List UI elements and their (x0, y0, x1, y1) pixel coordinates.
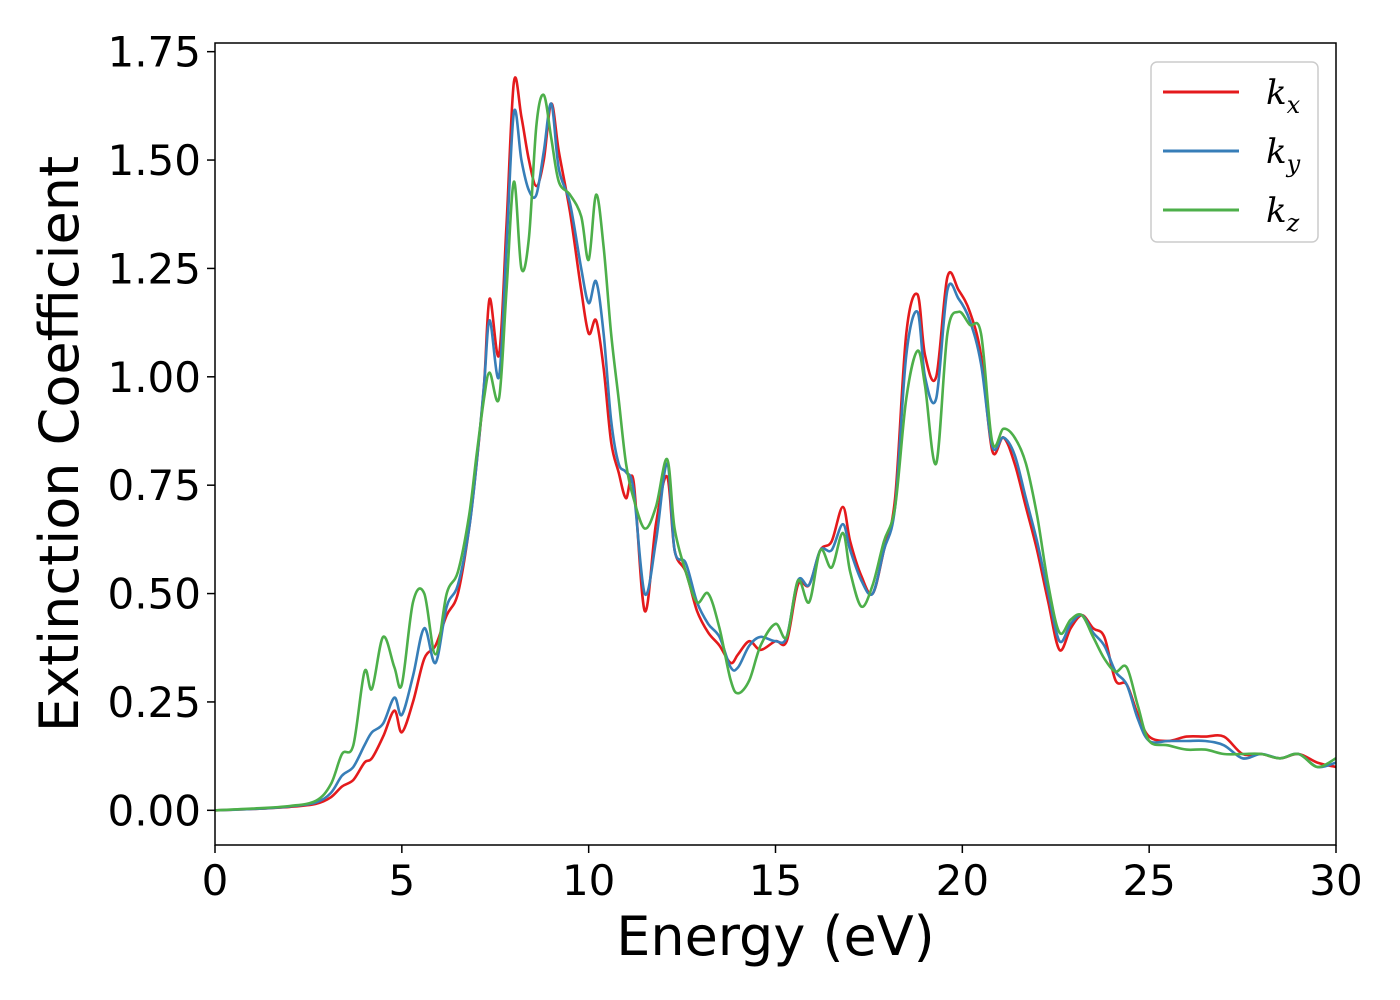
y-tick-label: 1.50 (107, 136, 201, 185)
x-axis-label: Energy (eV) (616, 905, 935, 968)
x-tick-label: 30 (1309, 856, 1362, 905)
y-tick-label: 0.75 (107, 461, 201, 510)
y-tick-label: 1.00 (107, 353, 201, 402)
y-tick-label: 0.00 (107, 786, 201, 835)
legend-label-y: ky (1266, 132, 1301, 178)
x-tick-label: 0 (202, 856, 229, 905)
y-tick-label: 0.50 (107, 570, 201, 619)
y-tick-label: 0.25 (107, 678, 201, 727)
legend-label-x: kx (1266, 73, 1301, 119)
x-tick-label: 20 (936, 856, 989, 905)
x-tick-label: 15 (749, 856, 802, 905)
y-axis-label: Extinction Coefficient (28, 156, 91, 732)
series-layer (215, 76, 1336, 812)
y-axis-ticks: 0.00 0.25 0.50 0.75 1.00 1.25 1.50 1.75 (107, 28, 215, 835)
legend-label-z: kz (1266, 191, 1300, 237)
legend: kx ky kz (1150, 61, 1319, 243)
series-line-y (215, 102, 1336, 812)
x-axis-ticks: 0 5 10 15 20 25 30 (202, 845, 1363, 905)
y-tick-label: 1.25 (107, 244, 201, 293)
y-tick-label: 1.75 (107, 28, 201, 77)
x-tick-label: 10 (562, 856, 615, 905)
series-line-z (215, 93, 1336, 812)
x-tick-label: 25 (1122, 856, 1175, 905)
x-tick-label: 5 (388, 856, 415, 905)
